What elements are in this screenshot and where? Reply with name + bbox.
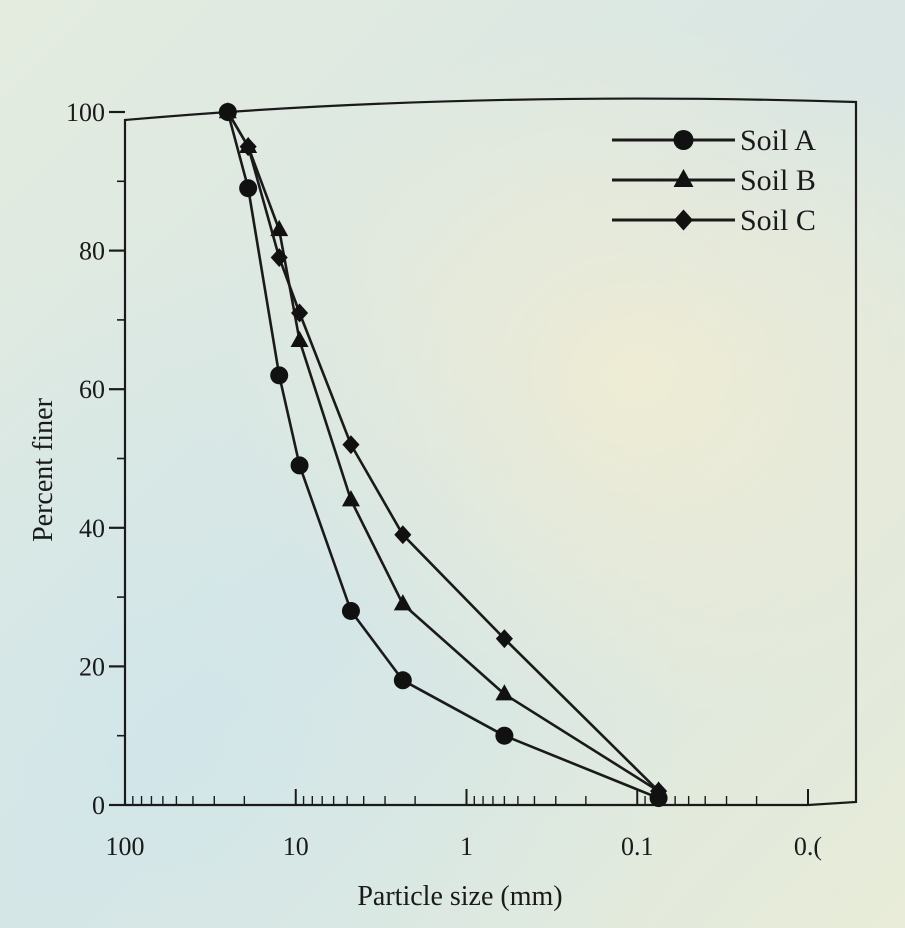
y-tick-label: 100 xyxy=(66,98,105,127)
y-tick-label: 40 xyxy=(79,514,105,543)
data-point-triangle xyxy=(393,594,412,611)
y-tick-label: 0 xyxy=(92,791,105,820)
x-axis: 100 10 1 0.1 0.( xyxy=(106,789,822,861)
data-point-triangle xyxy=(270,219,289,237)
data-point-diamond xyxy=(650,781,668,801)
series-soil-c xyxy=(219,102,668,801)
data-point-circle xyxy=(290,456,309,475)
x-tick-label: 0.1 xyxy=(621,832,654,861)
legend-label: Soil B xyxy=(740,164,816,197)
series-line xyxy=(226,111,660,793)
data-point-circle xyxy=(270,366,289,385)
data-point-triangle xyxy=(290,330,309,347)
data-point-circle xyxy=(393,671,412,690)
x-tick-label: 10 xyxy=(283,832,309,861)
data-point-triangle xyxy=(495,684,514,701)
data-point-triangle xyxy=(673,169,694,187)
data-point-diamond xyxy=(291,303,309,323)
data-point-circle xyxy=(495,726,514,745)
data-point-circle xyxy=(673,130,694,150)
x-axis-title: Particle size (mm) xyxy=(357,881,562,912)
data-point-circle xyxy=(341,601,360,620)
legend-item: Soil A xyxy=(612,124,816,157)
series-line xyxy=(226,111,660,800)
data-point-diamond xyxy=(674,209,693,231)
data-point-diamond xyxy=(495,629,513,649)
series-soil-a xyxy=(218,103,668,808)
plot-border xyxy=(123,97,858,807)
data-point-triangle xyxy=(341,490,360,507)
data-point-diamond xyxy=(342,435,360,455)
data-point-diamond xyxy=(394,525,412,545)
data-point-diamond xyxy=(239,137,257,157)
x-tick-label: 1 xyxy=(460,832,473,861)
x-tick-label: 0.( xyxy=(794,832,822,861)
y-axis-title: Percent finer xyxy=(28,397,59,541)
y-tick-label: 80 xyxy=(79,237,105,266)
legend: Soil A Soil B Soil C xyxy=(612,124,816,237)
series-soil-b xyxy=(218,102,668,798)
legend-item: Soil B xyxy=(612,164,816,197)
legend-item: Soil C xyxy=(612,204,816,237)
y-axis: 0 20 40 60 80 100 xyxy=(66,98,125,820)
x-tick-label: 100 xyxy=(106,832,145,861)
data-point-diamond xyxy=(270,248,288,267)
series-layer xyxy=(218,102,668,808)
y-tick-label: 60 xyxy=(79,375,105,404)
data-point-circle xyxy=(239,179,258,198)
series-line xyxy=(226,111,660,793)
y-tick-label: 20 xyxy=(79,652,105,681)
legend-label: Soil A xyxy=(740,124,816,157)
legend-label: Soil C xyxy=(740,204,816,237)
data-point-diamond xyxy=(219,102,237,122)
